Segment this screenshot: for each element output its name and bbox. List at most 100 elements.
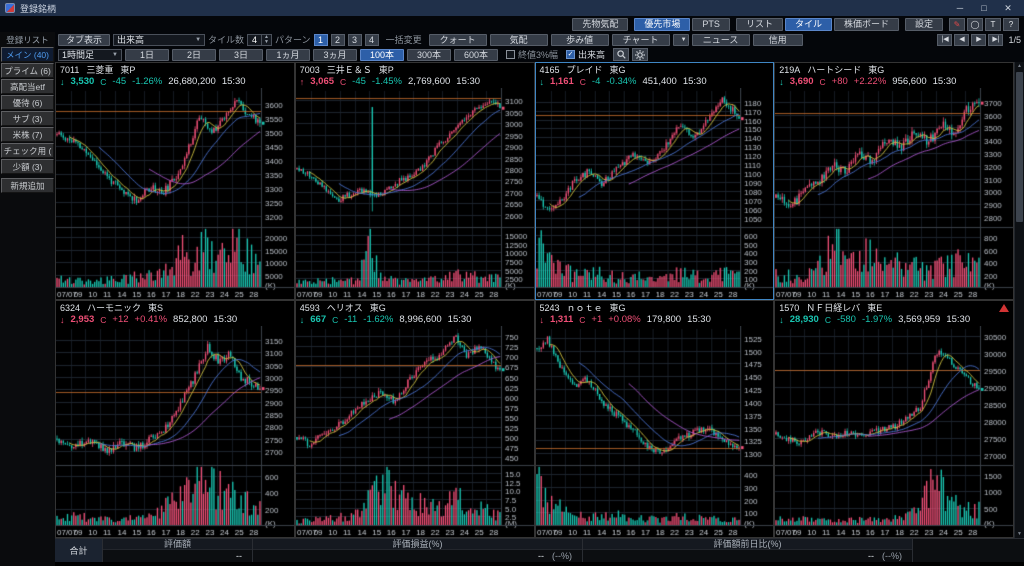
sidebar-item-us-stocks[interactable]: 米株 (7) [1,127,54,142]
checkbox-checked-icon[interactable]: ✓ [566,50,576,59]
stock-tile[interactable]: 7011 三菱重 東P ↓ 3,530 C -45 -1.26% 26,680,… [55,62,295,300]
stock-code: 7003 [299,64,320,75]
sidebar-item-yutai[interactable]: 優待 (6) [1,95,54,110]
candlestick-chart[interactable] [295,88,534,299]
candlestick-chart[interactable] [295,326,534,537]
sort-dropdown[interactable]: 出来高 ▼ [113,33,206,46]
stock-market: 東P [378,65,394,75]
depth-button[interactable]: 気配 [489,33,548,46]
margin-button[interactable]: 信用 [752,33,803,46]
close-3pct-checkbox[interactable]: 終値3%幅 [506,48,558,61]
sidebar-item-check[interactable]: チェック用 ( [1,143,54,158]
pattern-4-button[interactable]: 4 [364,33,379,46]
volume: 852,800 [173,314,208,325]
sidebar-item-small[interactable]: 少額 (3) [1,159,54,174]
last-price: 667 [310,314,327,325]
price-change-percent: -0.34% [606,76,637,87]
sort-dropdown-value: 出来高 [117,35,145,45]
bars-300-button[interactable]: 300本 [407,48,451,61]
pattern-2-button[interactable]: 2 [330,33,345,46]
checkbox-unchecked-icon[interactable] [506,50,515,59]
stock-tile[interactable]: 219A ハートシード 東G ↓ 3,690 C +80 +2.22% 956,… [774,62,1014,300]
sidebar-item-main[interactable]: メイン (40) [1,47,54,62]
stock-code: 5243 [539,302,560,313]
news-button[interactable]: ニュース [691,33,750,46]
period-1day-button[interactable]: 1日 [125,48,169,61]
candlestick-chart[interactable] [535,88,774,299]
spinner-up-icon[interactable]: ▲ [264,33,269,40]
volume-checkbox[interactable]: ✓ 出来高 [566,48,605,61]
candlestick-chart[interactable] [775,88,1013,299]
period-2day-button[interactable]: 2日 [172,48,216,61]
price-change: -4 [591,76,601,87]
next-page-button[interactable]: ▶ [971,33,987,46]
price-board-button[interactable]: 株価ボード [833,17,899,31]
volume: 2,769,600 [408,76,451,87]
period-3month-button[interactable]: 3ヵ月 [313,48,357,61]
circle-icon[interactable]: ◯ [967,17,983,31]
pts-button[interactable]: PTS [692,17,730,31]
chart-settings-button[interactable] [632,48,649,61]
tile-view-button[interactable]: タイル [784,17,832,31]
pattern-3-button[interactable]: 3 [347,33,362,46]
sidebar-item-prime[interactable]: プライム (6) [1,63,54,78]
stock-tile[interactable]: 6324 ハーモニック 東S ↓ 2,953 C +12 +0.41% 852,… [55,300,295,538]
quote-time: 15:30 [932,76,957,87]
help-icon[interactable]: ? [1003,17,1019,31]
preferred-market-button[interactable]: 優先市場 [634,17,691,31]
stock-tile[interactable]: 1570 ＮＦ日経レバ 東E ↓ 28,930 C -580 -1.97% 3,… [774,300,1014,538]
sidebar-item-dividend-etf[interactable]: 高配当etf [1,79,54,94]
stock-tile[interactable]: 5243 ｎｏｔｅ 東G ↓ 1,311 C +1 +0.08% 179,800… [534,300,775,538]
candlestick-chart[interactable] [56,326,294,537]
bars-600-button[interactable]: 600本 [454,48,498,61]
spinner-down-icon[interactable]: ▼ [264,38,269,45]
quote-time: 15:30 [946,314,971,325]
period-3day-button[interactable]: 3日 [219,48,263,61]
text-tool-icon[interactable]: T [985,17,1001,31]
scrollbar-down-icon[interactable]: ▼ [1017,531,1022,537]
pen-icon[interactable]: ✎ [949,17,965,31]
close-button[interactable]: ✕ [997,2,1019,15]
stock-name: 三井Ｅ＆Ｓ [326,65,372,75]
last-page-button[interactable]: ▶| [988,33,1004,46]
tick-list-button[interactable]: 歩み値 [550,33,609,46]
tick-direction-icon: ↓ [60,76,65,87]
stock-tile[interactable]: 4593 ヘリオス 東G ↓ 667 C -11 -1.62% 8,996,60… [294,300,535,538]
scrollbar-up-icon[interactable]: ▲ [1017,63,1022,69]
stock-tile[interactable]: 4165 プレイド 東G ↓ 1,161 C -4 -0.34% 451,400… [534,62,775,300]
bars-100-button[interactable]: 100本 [360,48,404,61]
tick-direction-icon: ↓ [299,314,305,325]
tile-count-stepper[interactable]: 4 ▲ ▼ [247,33,272,46]
list-view-button[interactable]: リスト [735,17,783,31]
day-change-header: 評価額前日比(%) [583,539,912,550]
maximize-button[interactable]: □ [973,2,995,15]
add-list-button[interactable]: 新規追加 [1,178,54,193]
zoom-search-button[interactable] [613,48,630,61]
quote-button[interactable]: クォート [428,33,487,46]
prev-page-button[interactable]: ◀ [954,33,970,46]
futures-quote-button[interactable]: 先物気配 [572,17,629,31]
sidebar-item-sub[interactable]: サブ (3) [1,111,54,126]
candlestick-chart[interactable] [535,326,774,537]
vertical-scrollbar[interactable]: ▲ ▼ [1014,62,1024,538]
settings-button[interactable]: 設定 [904,17,943,31]
price-change-percent: -1.97% [861,314,893,325]
stock-tile[interactable]: 7003 三井Ｅ＆Ｓ 東P ↑ 3,065 C -45 -1.45% 2,769… [294,62,535,300]
timeframe-dropdown[interactable]: 1時間足 ▼ [58,48,122,61]
first-page-button[interactable]: |◀ [937,33,953,46]
stock-code: 219A [779,64,801,75]
candlestick-chart[interactable] [56,88,294,299]
quote-time: 15:30 [213,314,238,325]
price-change: -45 [352,76,366,87]
chart-button[interactable]: チャート [611,33,670,46]
minimize-button[interactable]: ─ [949,2,971,15]
tab-display-button[interactable]: タブ表示 [58,33,111,46]
stock-market: 東E [867,303,883,313]
price-change-percent: -1.62% [363,314,394,325]
chart-dropdown-caret[interactable]: ▼ [672,33,689,46]
pattern-1-button[interactable]: 1 [313,33,328,46]
candlestick-chart[interactable] [775,326,1013,537]
scrollbar-thumb[interactable] [1016,72,1023,222]
period-1month-button[interactable]: 1ヵ月 [266,48,310,61]
watchlist-sidebar: 登録リスト メイン (40) プライム (6) 高配当etf 優待 (6) サブ… [0,32,55,566]
